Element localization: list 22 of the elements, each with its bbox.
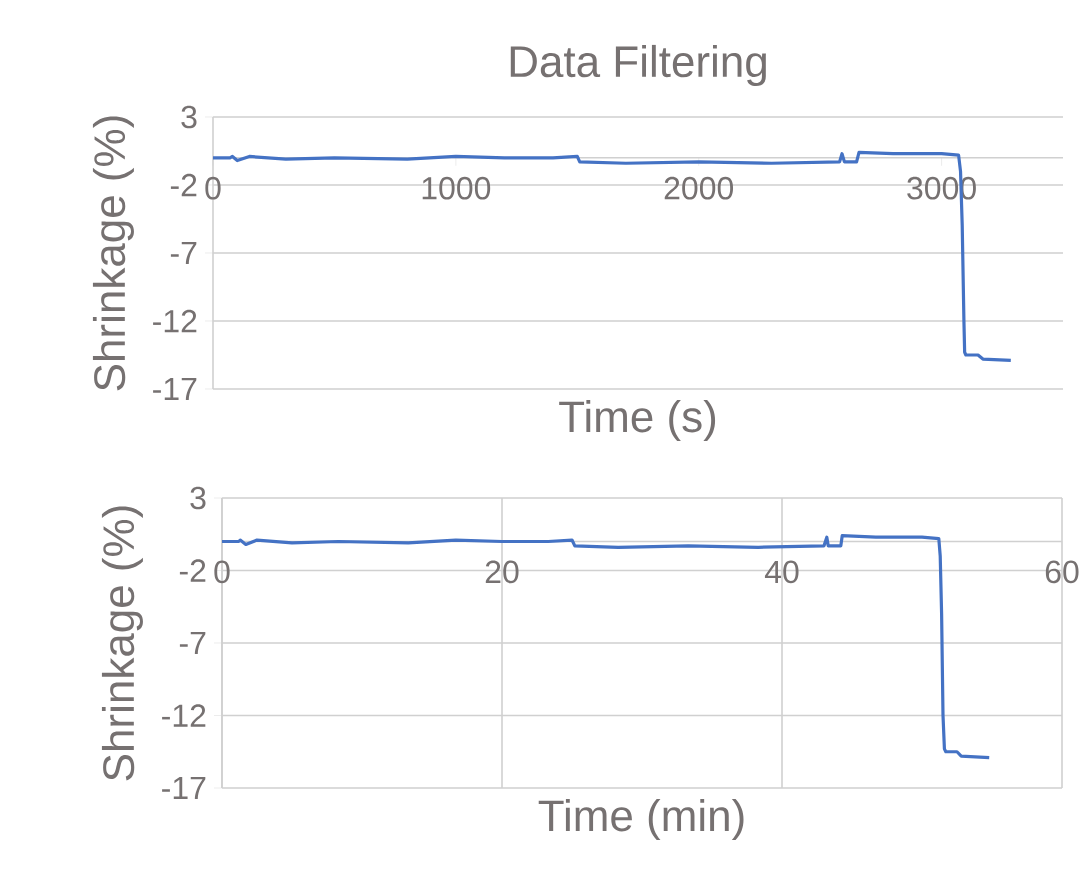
y-tick-label: -2 [179,559,206,582]
x-tick-label: 60 [1045,560,1079,584]
y-tick-label: -17 [153,377,197,400]
y-axis-title: Shrinkage (%) [92,116,134,391]
y-tick-label: 3 [190,486,206,510]
y-axis-title: Shrinkage (%) [101,506,143,781]
x-tick-label: 20 [485,560,519,584]
x-tick-label: 40 [764,560,799,584]
x-tick-label: 0 [214,560,230,584]
x-axis-title: Time (min) [538,799,744,841]
x-tick-label: 0 [205,176,221,200]
y-tick-label: 3 [181,105,197,129]
chart-title: Data Filtering [510,44,766,86]
y-tick-label: -7 [179,631,206,655]
y-tick-label: -12 [153,309,197,333]
x-tick-label: 1000 [422,176,491,200]
y-tick-label: -2 [170,173,197,197]
y-tick-label: -7 [170,241,197,264]
y-tick-label: -12 [162,704,206,727]
y-tick-label: -17 [162,776,206,800]
x-axis-title: Time (s) [559,400,716,442]
x-tick-label: 2000 [664,176,734,200]
